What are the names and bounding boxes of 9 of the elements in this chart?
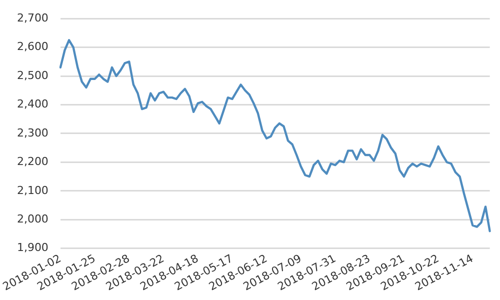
y-tick-label: 2,100 (16, 184, 48, 197)
y-tick-label: 2,200 (16, 155, 48, 168)
y-tick-label: 2,300 (16, 126, 48, 140)
y-tick-label: 2,500 (16, 68, 48, 82)
y-tick-label: 2,700 (16, 11, 48, 24)
y-tick-label: 1,900 (16, 241, 48, 254)
y-tick-label: 2,600 (16, 40, 48, 54)
y-tick-label: 2,400 (16, 98, 48, 111)
y-tick-label: 2,000 (16, 212, 48, 226)
